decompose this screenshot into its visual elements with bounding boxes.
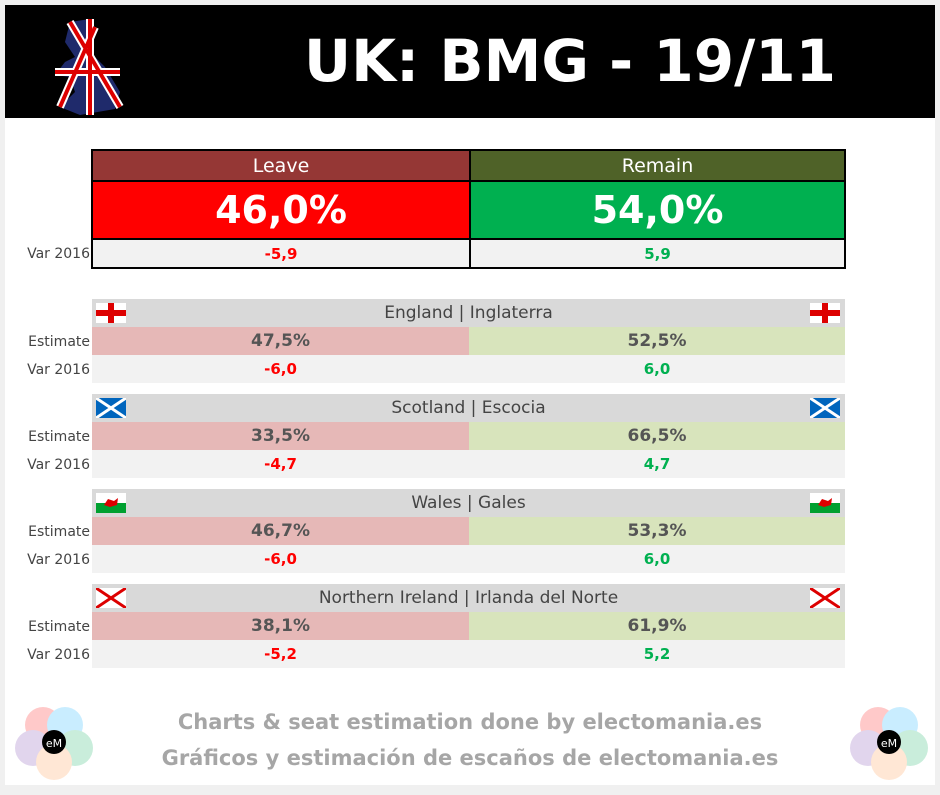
leave-estimate: 33,5% [92,422,469,450]
estimate-label: Estimate [28,619,90,635]
leave-var: -6,0 [92,545,469,573]
wales-flag-icon [810,493,840,513]
svg-text:eM: eM [881,737,897,750]
remain-estimate: 66,5% [469,422,845,450]
var-label: Var 2016 [27,647,90,663]
region-name: Northern Ireland | Irlanda del Norte [92,584,845,612]
leave-estimate: 46,7% [92,517,469,545]
scotland-flag-icon [810,398,840,418]
region-name: England | Inglaterra [92,299,845,327]
estimate-label: Estimate [28,524,90,540]
header-bar: UK: BMG - 19/11 [5,5,935,118]
leave-header: Leave [91,149,471,182]
var-label: Var 2016 [27,362,90,378]
northern-ireland-flag-icon [810,588,840,608]
remain-header: Remain [469,149,846,182]
remain-var: 5,2 [469,640,845,668]
electomania-logo-right: eM [850,707,928,780]
region-name: Scotland | Escocia [92,394,845,422]
remain-var: 4,7 [469,450,845,478]
var-label: Var 2016 [27,246,90,262]
remain-estimate: 61,9% [469,612,845,640]
var-label: Var 2016 [27,552,90,568]
leave-value: 46,0% [91,180,471,240]
leave-var: -5,2 [92,640,469,668]
remain-value: 54,0% [469,180,846,240]
remain-var: 6,0 [469,545,845,573]
footer-line-1: Charts & seat estimation done by electom… [177,710,763,734]
footer-line-2: Gráficos y estimación de escaños de elec… [161,746,779,770]
var-label: Var 2016 [27,457,90,473]
region-name: Wales | Gales [92,489,845,517]
uk-map-flag-icon [55,19,124,115]
remain-var: 6,0 [469,355,845,383]
estimate-label: Estimate [28,334,90,350]
estimate-label: Estimate [28,429,90,445]
wales-flag-icon [96,493,126,513]
electomania-logo-left: eM [15,707,93,780]
remain-var: 5,9 [469,238,846,269]
scotland-flag-icon [96,398,126,418]
leave-var: -5,9 [91,238,471,269]
england-flag-icon [810,303,840,323]
svg-text:eM: eM [46,737,62,750]
page-title: UK: BMG - 19/11 [303,27,837,95]
northern-ireland-flag-icon [96,588,126,608]
leave-estimate: 38,1% [92,612,469,640]
england-flag-icon [96,303,126,323]
leave-var: -4,7 [92,450,469,478]
leave-estimate: 47,5% [92,327,469,355]
remain-estimate: 53,3% [469,517,845,545]
remain-estimate: 52,5% [469,327,845,355]
leave-var: -6,0 [92,355,469,383]
